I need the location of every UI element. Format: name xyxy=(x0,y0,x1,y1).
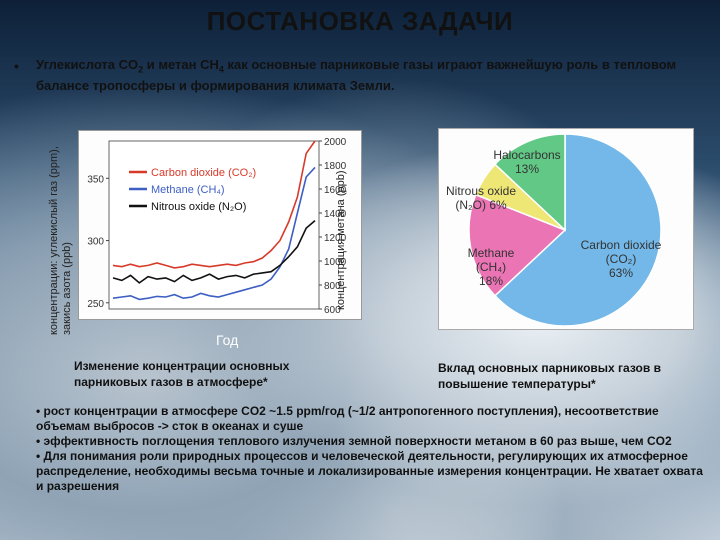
left-tick-label: 350 xyxy=(87,174,104,185)
line-chart-left-axis-label: концентрации: углекислый газ (ppm), заки… xyxy=(48,146,73,335)
pie-slice-halocarbons xyxy=(493,133,566,232)
pie-chart-caption: Вклад основных парниковых газов в повыше… xyxy=(438,361,661,391)
pie-label: Halocarbons xyxy=(493,148,560,162)
right-tick-label: 1000 xyxy=(324,257,347,268)
pie-label: 63% xyxy=(609,266,633,280)
pie-slice-carbon-dioxide xyxy=(493,133,662,327)
legend-label: Nitrous oxide (N₂O) xyxy=(151,201,246,213)
pie-label: (N₂O) 6% xyxy=(455,198,507,212)
line-chart-x-axis-label: Год xyxy=(216,332,239,348)
bullet-item: • эффективность поглощения теплового изл… xyxy=(36,434,672,448)
left-tick-label: 300 xyxy=(87,237,104,248)
right-tick-label: 2000 xyxy=(324,137,347,148)
pie-label: 18% xyxy=(479,274,503,288)
right-tick-label: 1400 xyxy=(324,209,347,220)
pie-label: 13% xyxy=(515,162,539,176)
series-line-nitrous-oxide xyxy=(112,219,316,284)
legend-label: Carbon dioxide (CO₂) xyxy=(151,167,256,179)
line-chart-right-axis-label: концентрация метана (ppb) xyxy=(335,170,347,310)
line-chart-svg: 250 300 350 600 800 1000 1200 1400 1600 1800 2000 C… xyxy=(87,137,347,316)
right-tick-label: 1200 xyxy=(324,233,347,244)
right-tick-label: 800 xyxy=(324,281,341,292)
pie-label: (CO₂) xyxy=(606,252,637,266)
pie-label: Carbon dioxide xyxy=(581,238,662,252)
bullet-item: • Для понимания роли природных процессов… xyxy=(36,449,703,493)
series-line-carbon-dioxide xyxy=(112,140,316,269)
right-tick-label: 1800 xyxy=(324,161,347,172)
pie-chart: Carbon dioxide (CO₂) 63% Methane (CH₄) 18% Nit… xyxy=(438,128,694,330)
bullet-list: • рост концентрации в атмосфере CO2 ~1.5… xyxy=(36,404,708,494)
plot-area xyxy=(108,140,320,310)
bullet-item: • рост концентрации в атмосфере CO2 ~1.5… xyxy=(36,404,659,433)
legend-label: Methane (CH₄) xyxy=(151,184,225,196)
left-tick-label: 250 xyxy=(87,299,104,310)
pie-label: (CH₄) xyxy=(476,260,506,274)
pie-slice-methane xyxy=(468,193,567,297)
intro-text: Углекислота CO2 и метан CH4 как основные… xyxy=(36,57,677,93)
right-tick-label: 1600 xyxy=(324,185,347,196)
intro-bullet: • xyxy=(14,58,19,74)
pie-label: Nitrous oxide xyxy=(446,184,516,198)
page-title: ПОСТАНОВКА ЗАДАЧИ xyxy=(206,6,514,36)
right-tick-label: 600 xyxy=(324,305,341,316)
line-chart: 250 300 350 600 800 1000 1200 1400 1600 1800 2000 C… xyxy=(78,130,362,320)
pie-label: Methane xyxy=(468,246,515,260)
line-chart-caption: Изменение концентрации основных парников… xyxy=(74,359,290,389)
pie-chart-svg: Carbon dioxide(CO₂)63% Methane(CH₄)18% Nit… xyxy=(446,133,662,327)
